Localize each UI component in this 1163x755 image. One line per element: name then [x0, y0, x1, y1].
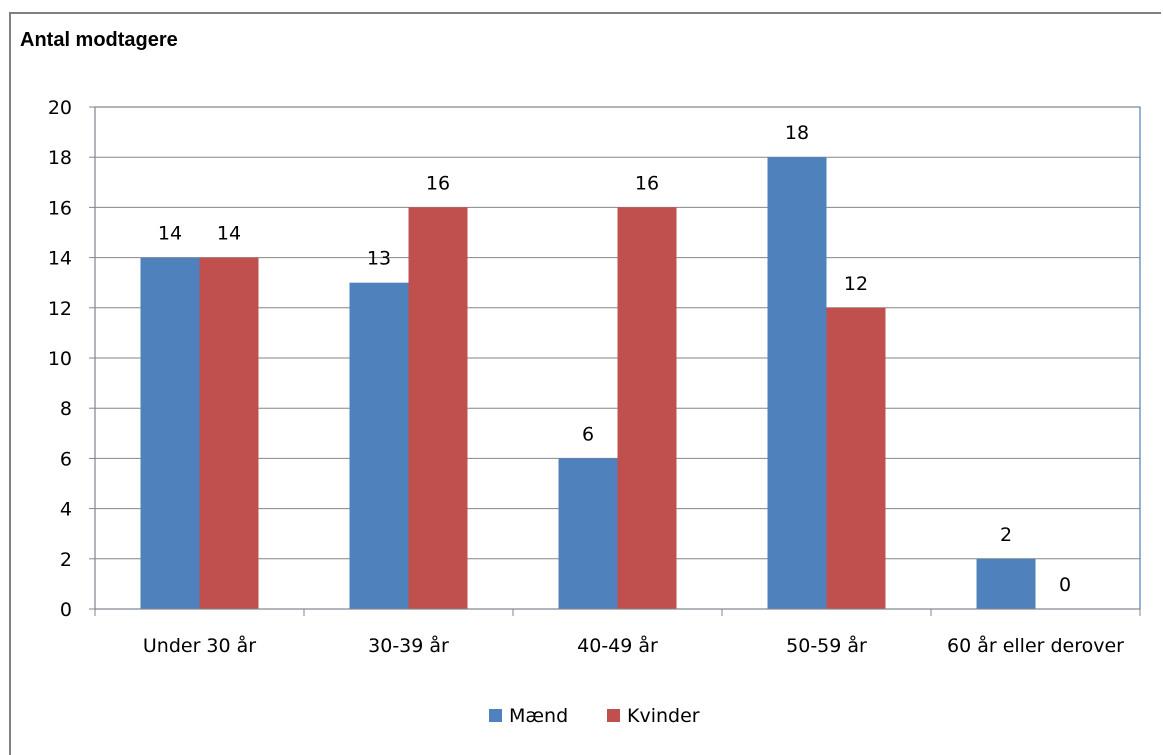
legend-label: Kvinder: [627, 705, 700, 727]
bar: [199, 257, 259, 609]
x-tick-label: 40-49 år: [577, 634, 658, 657]
data-label: 2: [1000, 524, 1012, 546]
y-tick-label: 14: [48, 248, 72, 270]
y-tick-label: 6: [60, 448, 72, 470]
bar: [976, 558, 1036, 609]
data-label: 0: [1059, 574, 1071, 596]
bar: [408, 207, 468, 609]
bar: [140, 257, 200, 609]
data-label: 13: [367, 248, 391, 270]
y-tick-label: 12: [48, 298, 72, 320]
bar: [767, 157, 827, 609]
legend-label: Mænd: [509, 705, 568, 727]
y-tick-label: 20: [48, 97, 72, 119]
y-tick-label: 10: [48, 348, 72, 370]
legend-swatch: [607, 709, 620, 722]
legend: Mænd Kvinder: [489, 705, 700, 727]
y-tick-label: 0: [60, 599, 72, 621]
bar: [826, 307, 886, 609]
data-label: 14: [217, 223, 241, 245]
x-tick-label: 30-39 år: [368, 634, 449, 657]
y-tick-label: 8: [60, 398, 72, 420]
x-axis: Under 30 år 30-39 år 40-49 år 50-59 år 60 år…: [94, 608, 1141, 657]
data-label: 16: [635, 172, 659, 194]
y-tick-label: 2: [60, 549, 72, 571]
x-tick-label: 60 år eller derover: [947, 634, 1124, 657]
y-axis: 0 2 4 6 8 10 12 14 16 18 20: [48, 97, 96, 621]
data-label: 14: [158, 223, 182, 245]
data-label: 6: [582, 423, 594, 445]
bar: [349, 282, 409, 609]
x-tick-label: Under 30 år: [143, 634, 256, 657]
y-tick-label: 18: [48, 147, 72, 169]
bar: [617, 207, 677, 609]
y-tick-label: 4: [60, 499, 72, 521]
bars: 14 13 6 18 2 14 16 16 12 0: [140, 122, 1071, 609]
y-tick-label: 16: [48, 197, 72, 219]
x-tick-label: 50-59 år: [786, 634, 867, 657]
data-label: 18: [785, 122, 809, 144]
bar: [558, 458, 618, 609]
chart-title: Antal modtagere: [20, 29, 178, 51]
data-label: 12: [844, 273, 868, 295]
legend-swatch: [489, 709, 502, 722]
data-label: 16: [426, 172, 450, 194]
